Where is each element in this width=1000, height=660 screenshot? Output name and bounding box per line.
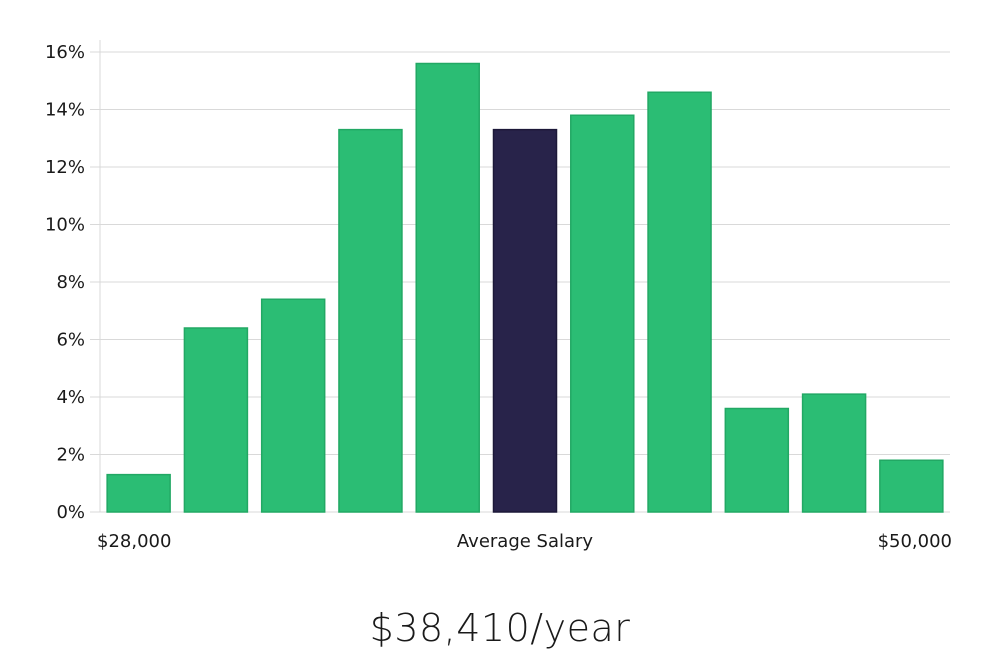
bar-highlight	[492, 128, 558, 513]
bar	[106, 473, 171, 513]
bar	[415, 62, 480, 513]
average-salary-value: $38,410/year	[369, 606, 631, 650]
bar	[801, 393, 867, 513]
x-min-label: $28,000	[97, 531, 171, 552]
y-tick-label: 12%	[45, 157, 85, 178]
x-max-label: $50,000	[878, 531, 952, 552]
bar	[338, 128, 403, 513]
bar	[879, 459, 944, 513]
bar	[570, 114, 635, 513]
y-tick-label: 6%	[56, 330, 85, 351]
y-tick-label: 4%	[56, 387, 85, 408]
bar	[724, 407, 790, 513]
x-axis-title: Average Salary	[457, 531, 594, 552]
y-tick-label: 8%	[56, 272, 85, 293]
salary-histogram: 0% 2% 4% 6% 8% 10% 12% 14% 16% $28,000 Average Sal…	[45, 40, 952, 552]
y-tick-label: 10%	[45, 215, 85, 236]
y-tick-label: 16%	[45, 42, 85, 63]
bar	[260, 298, 326, 513]
y-tick-label: 0%	[56, 502, 85, 523]
bar	[183, 327, 249, 513]
y-tick-label: 14%	[45, 100, 85, 121]
bar	[647, 91, 712, 513]
y-tick-label: 2%	[56, 445, 85, 466]
